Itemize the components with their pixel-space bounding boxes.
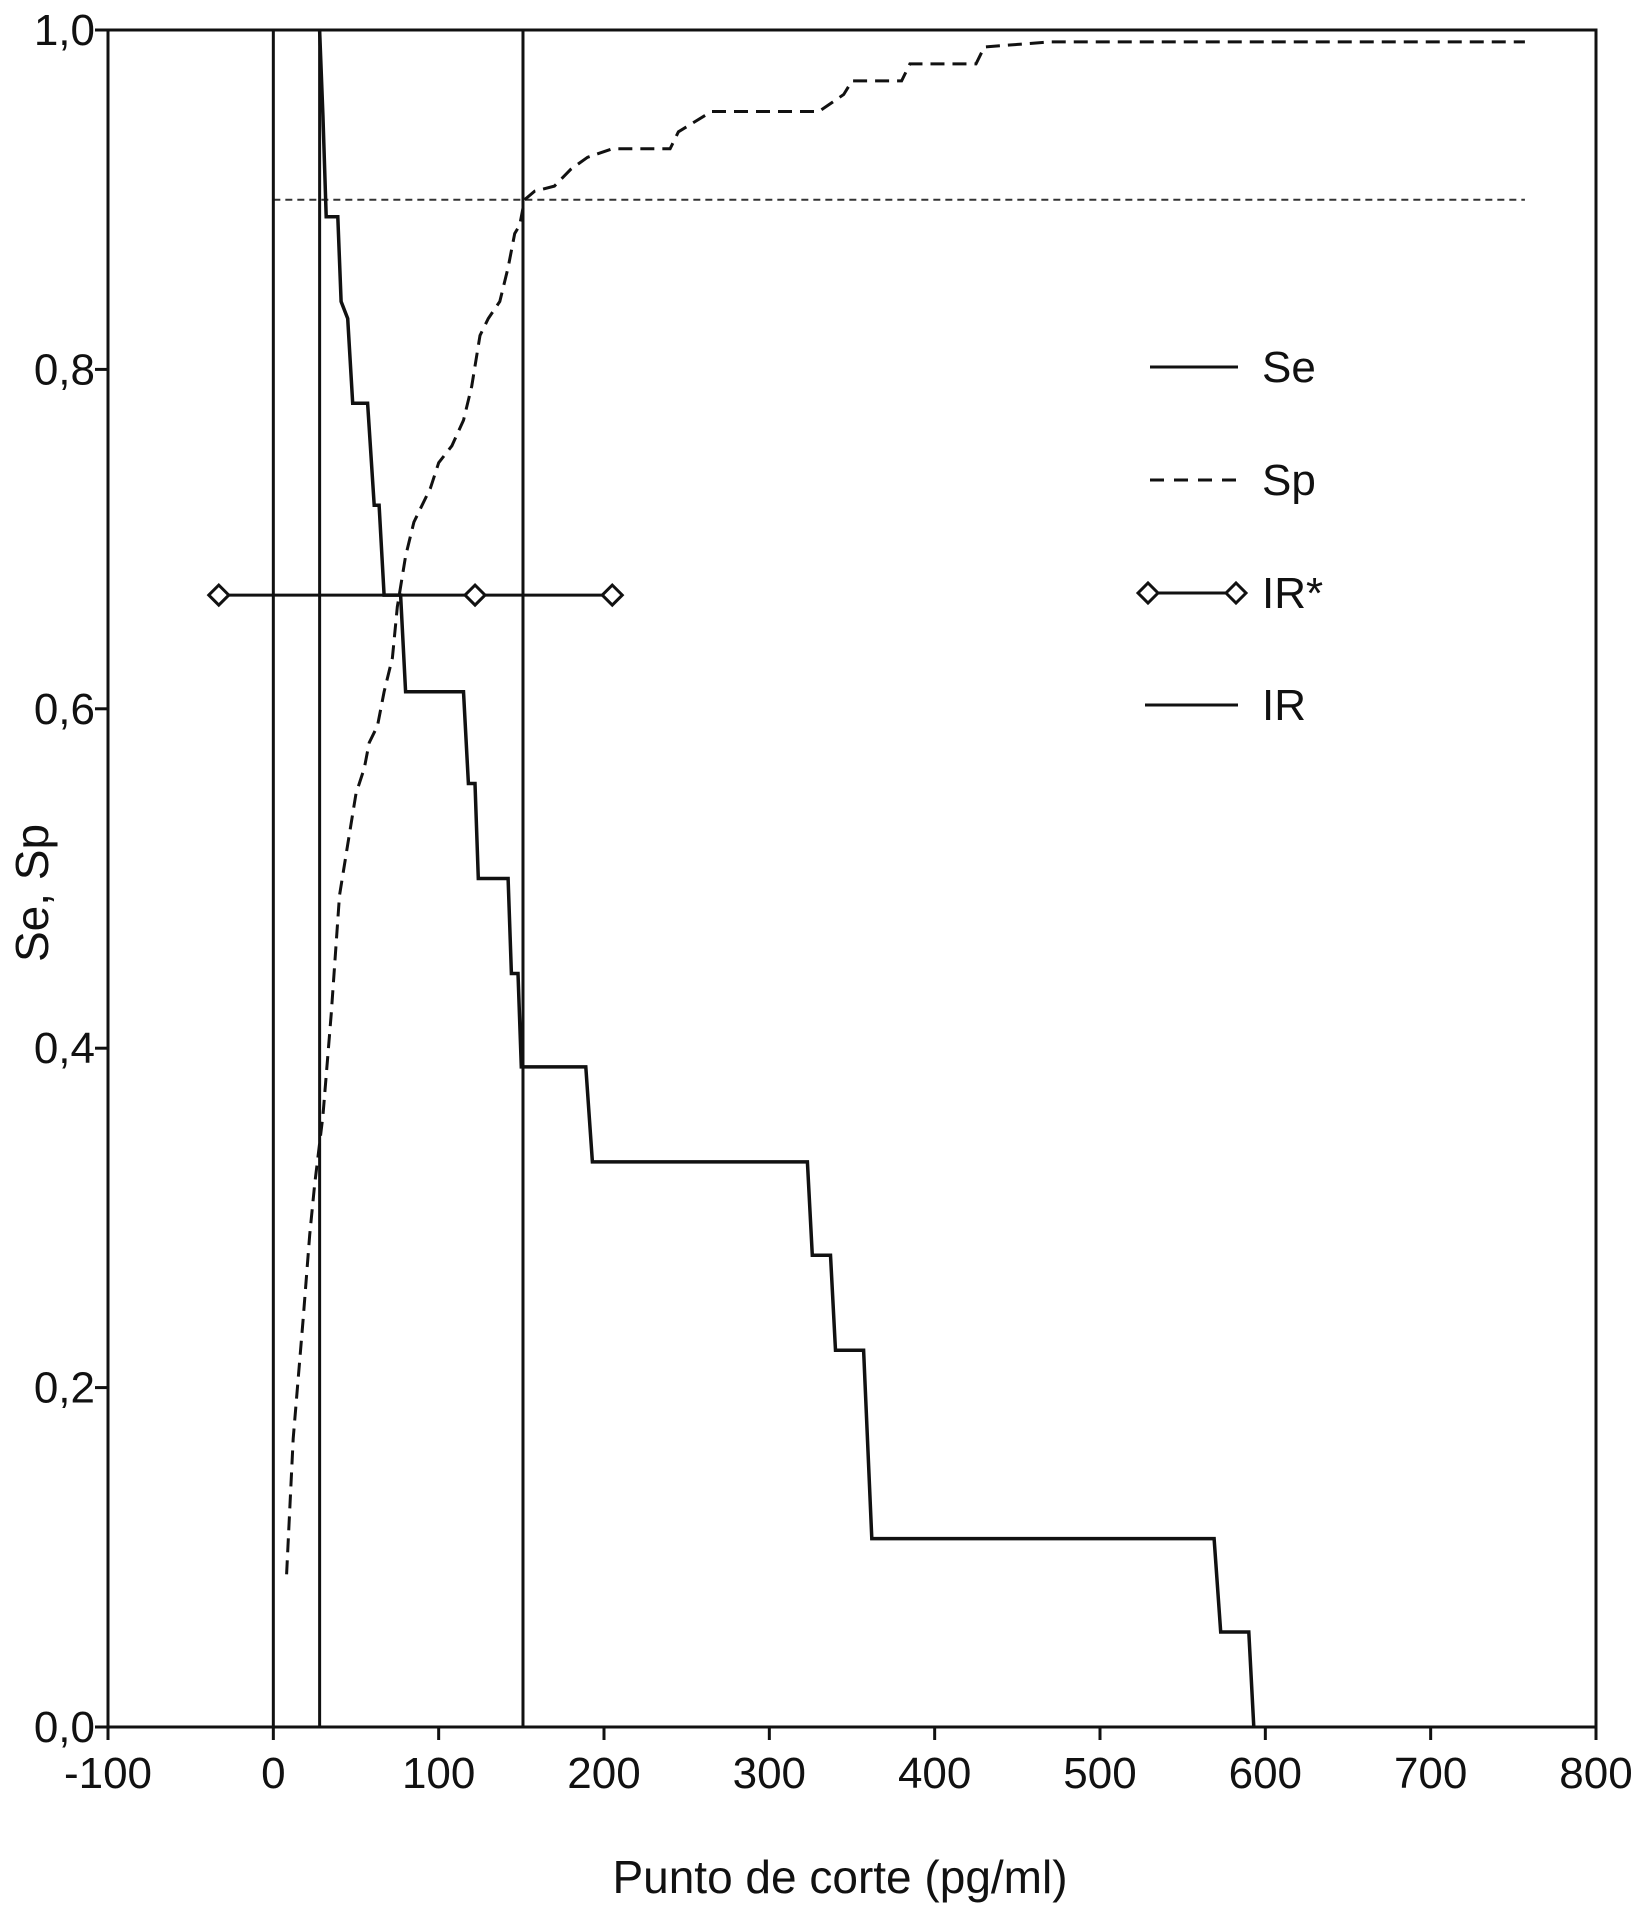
y-tick-label: 0,4: [34, 1024, 95, 1073]
plot-area-border: [106, 28, 1598, 1729]
x-tick-label: 800: [1559, 1749, 1632, 1798]
y-tick-labels: 0,0 0,2 0,4 0,6 0,8 1,0: [34, 6, 95, 1752]
x-tick-label: 600: [1229, 1749, 1302, 1798]
x-tick-label: 200: [567, 1749, 640, 1798]
y-tick-label: 1,0: [34, 6, 95, 55]
ir-star-marker: [462, 582, 488, 608]
x-axis-title: Punto de corte (pg/ml): [612, 1851, 1067, 1903]
axis-ticks: [95, 28, 1598, 1740]
series-line-se: [317, 29, 1256, 1728]
y-tick-label: 0,8: [34, 345, 95, 394]
series-line-sp: [285, 40, 1525, 1575]
legend-label-se: Se: [1262, 343, 1316, 392]
plot-frame: [106, 28, 1598, 1729]
x-tick-label: 100: [402, 1749, 475, 1798]
x-tick-label: 700: [1394, 1749, 1467, 1798]
y-tick-label: 0,2: [34, 1364, 95, 1413]
ir-star-marker: [206, 582, 231, 608]
legend-label-sp: Sp: [1262, 456, 1316, 505]
ir-star-markers: [206, 582, 625, 608]
x-tick-label: 300: [733, 1749, 806, 1798]
y-axis-title: Se, Sp: [6, 824, 58, 962]
legend: Se Sp IR* IR: [1135, 343, 1323, 730]
legend-label-ir: IR: [1262, 681, 1306, 730]
legend-label-ir-star: IR*: [1262, 569, 1323, 618]
x-tick-label: 0: [261, 1749, 285, 1798]
ir-star-marker: [600, 582, 625, 608]
x-tick-label: -100: [64, 1749, 152, 1798]
y-tick-label: 0,0: [34, 1703, 95, 1752]
x-tick-label: 400: [898, 1749, 971, 1798]
x-tick-label: 500: [1063, 1749, 1136, 1798]
legend-marker-ir-star-left: [1135, 580, 1161, 606]
ir-vertical-lines: [271, 30, 525, 1727]
series-lines: [218, 29, 1525, 1728]
x-tick-labels: -100 0 100 200 300 400 500 600 700 800: [64, 1749, 1633, 1798]
y-tick-label: 0,6: [34, 685, 95, 734]
legend-marker-ir-star-right: [1223, 580, 1249, 606]
